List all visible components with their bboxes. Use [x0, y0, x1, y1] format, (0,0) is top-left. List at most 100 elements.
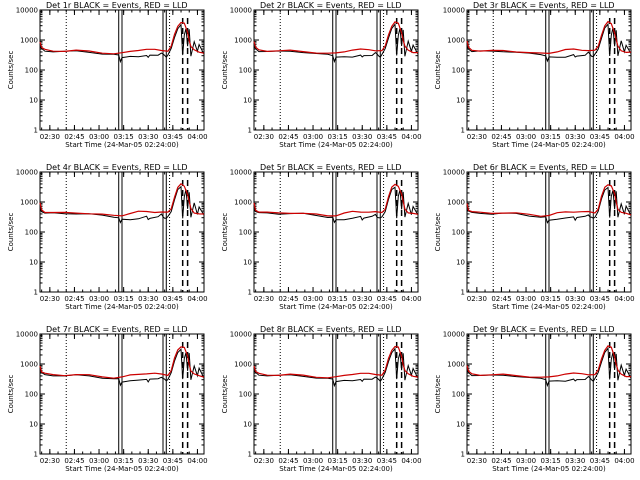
y-tick-label: 100 [239, 229, 252, 237]
panel-title: Det 5r BLACK = Events, RED = LLD [260, 163, 402, 172]
x-tick-label: 03:30 [138, 457, 158, 465]
x-tick-label: 03:15 [328, 133, 348, 141]
x-tick-label: 04:00 [614, 457, 634, 465]
y-tick-label: 10 [456, 259, 465, 267]
x-tick-label: 03:00 [89, 133, 109, 141]
y-tick-label: 1000 [234, 37, 252, 45]
y-tick-label: 10 [456, 97, 465, 105]
lld-series-line [253, 345, 419, 379]
y-tick-label: 100 [25, 391, 38, 399]
x-tick-label: 03:15 [114, 133, 134, 141]
x-tick-label: 03:45 [163, 133, 183, 141]
y-tick-label: 1 [34, 289, 38, 297]
y-tick-label: 1 [461, 451, 465, 459]
panel-det-4: Det 4r BLACK = Events, RED = LLD 1 10 100 10… [7, 163, 208, 311]
x-tick-label: 03:00 [89, 295, 109, 303]
x-tick-label: 03:45 [590, 457, 610, 465]
lld-series-line [466, 345, 631, 378]
panel-det-5: Det 5r BLACK = Events, RED = LLD 1 10 100 10… [221, 163, 422, 311]
x-tick-label: 04:00 [401, 295, 421, 303]
events-series-line [253, 22, 419, 64]
events-series-line [39, 348, 205, 387]
y-axis-label: Counts/sec [7, 213, 15, 252]
y-tick-label: 10 [456, 421, 465, 429]
x-tick-label: 03:30 [138, 133, 158, 141]
x-axis-label: Start Time (24-Mar-05 02:24:00) [279, 303, 393, 311]
y-tick-label: 10 [29, 259, 38, 267]
x-tick-label: 02:30 [40, 133, 60, 141]
x-tick-label: 03:45 [377, 457, 397, 465]
x-tick-label: 02:30 [254, 457, 274, 465]
y-tick-label: 100 [25, 229, 38, 237]
x-tick-label: 03:00 [516, 133, 536, 141]
y-tick-label: 100 [452, 391, 465, 399]
x-tick-label: 03:30 [138, 295, 158, 303]
x-tick-label: 04:00 [187, 457, 207, 465]
x-tick-label: 02:45 [278, 295, 298, 303]
x-tick-label: 03:00 [89, 457, 109, 465]
x-axis-label: Start Time (24-Mar-05 02:24:00) [65, 141, 179, 149]
y-tick-label: 1000 [447, 199, 465, 207]
x-tick-label: 03:30 [565, 133, 585, 141]
x-tick-label: 03:00 [303, 133, 323, 141]
panel-title: Det 2r BLACK = Events, RED = LLD [260, 1, 402, 10]
x-tick-label: 03:45 [377, 295, 397, 303]
panel-title: Det 6r BLACK = Events, RED = LLD [473, 163, 615, 172]
y-tick-label: 100 [239, 67, 252, 75]
x-tick-label: 03:15 [328, 295, 348, 303]
panel-det-7: Det 7r BLACK = Events, RED = LLD 1 10 100 10… [7, 325, 208, 473]
y-tick-label: 100 [452, 229, 465, 237]
x-tick-label: 03:00 [516, 295, 536, 303]
y-axis-label: Counts/sec [434, 375, 442, 414]
events-series-line [466, 346, 632, 388]
y-tick-label: 1 [248, 451, 252, 459]
x-axis-label: Start Time (24-Mar-05 02:24:00) [65, 303, 179, 311]
x-axis-label: Start Time (24-Mar-05 02:24:00) [279, 141, 393, 149]
x-tick-label: 02:30 [467, 457, 487, 465]
x-tick-label: 03:30 [565, 457, 585, 465]
lld-series-line [39, 21, 205, 55]
x-tick-label: 03:30 [352, 457, 372, 465]
x-tick-label: 03:15 [328, 457, 348, 465]
x-tick-label: 03:15 [541, 133, 561, 141]
x-tick-label: 02:30 [254, 133, 274, 141]
panel-title: Det 9r BLACK = Events, RED = LLD [473, 325, 615, 334]
x-tick-label: 04:00 [401, 133, 421, 141]
lld-series-line [466, 20, 632, 55]
panel-title: Det 4r BLACK = Events, RED = LLD [46, 163, 188, 172]
y-tick-label: 1000 [20, 37, 38, 45]
panel-det-3: Det 3r BLACK = Events, RED = LLD 1 10 100 10… [434, 1, 635, 149]
y-tick-label: 10000 [443, 7, 465, 15]
y-tick-label: 1000 [20, 199, 38, 207]
y-tick-label: 1000 [447, 37, 465, 45]
y-axis-label: Counts/sec [221, 375, 229, 414]
y-tick-label: 1000 [447, 361, 465, 369]
y-axis-label: Counts/sec [434, 51, 442, 90]
y-tick-label: 1 [461, 127, 465, 135]
x-tick-label: 02:45 [64, 457, 84, 465]
x-tick-label: 02:45 [64, 133, 84, 141]
panel-det-2: Det 2r BLACK = Events, RED = LLD 1 10 100 10… [221, 1, 422, 149]
panel-title: Det 3r BLACK = Events, RED = LLD [473, 1, 615, 10]
x-tick-label: 03:30 [352, 295, 372, 303]
x-tick-label: 03:15 [541, 295, 561, 303]
x-axis-label: Start Time (24-Mar-05 02:24:00) [279, 465, 393, 473]
x-tick-label: 03:30 [352, 133, 372, 141]
x-tick-label: 03:15 [541, 457, 561, 465]
y-tick-label: 10 [29, 421, 38, 429]
x-tick-label: 03:15 [114, 295, 134, 303]
y-tick-label: 1 [248, 289, 252, 297]
y-tick-label: 1 [34, 451, 38, 459]
x-tick-label: 03:30 [565, 295, 585, 303]
y-axis-label: Counts/sec [7, 51, 15, 90]
x-tick-label: 02:30 [40, 295, 60, 303]
x-axis-label: Start Time (24-Mar-05 02:24:00) [492, 141, 606, 149]
x-tick-label: 02:30 [40, 457, 60, 465]
x-tick-label: 02:30 [467, 295, 487, 303]
y-tick-label: 1 [34, 127, 38, 135]
y-tick-label: 1000 [234, 199, 252, 207]
y-axis-label: Counts/sec [7, 375, 15, 414]
x-tick-label: 03:45 [377, 133, 397, 141]
y-tick-label: 100 [452, 67, 465, 75]
